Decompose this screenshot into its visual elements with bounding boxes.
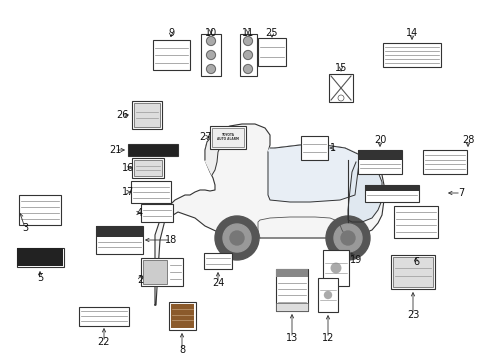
Text: 20: 20: [373, 135, 386, 145]
Text: 21: 21: [109, 145, 121, 155]
Text: 14: 14: [405, 28, 417, 38]
Polygon shape: [204, 127, 227, 175]
Bar: [258, 38, 285, 66]
Polygon shape: [267, 145, 359, 202]
Bar: [390, 255, 434, 289]
Bar: [141, 258, 183, 286]
Bar: [134, 160, 162, 176]
Bar: [168, 302, 195, 330]
Text: 15: 15: [334, 63, 346, 73]
Bar: [323, 250, 348, 286]
Circle shape: [243, 50, 252, 59]
Bar: [392, 257, 432, 287]
Bar: [203, 253, 231, 269]
Text: 25: 25: [265, 28, 278, 38]
Bar: [275, 269, 307, 276]
Bar: [328, 74, 352, 102]
Polygon shape: [155, 124, 383, 305]
Bar: [128, 144, 177, 156]
Circle shape: [229, 231, 244, 245]
Bar: [132, 158, 163, 178]
Text: 4: 4: [137, 208, 143, 218]
Circle shape: [206, 50, 215, 59]
Circle shape: [326, 259, 345, 277]
Text: 10: 10: [204, 28, 217, 38]
Circle shape: [325, 216, 369, 260]
Text: 11: 11: [242, 28, 254, 38]
Text: 16: 16: [122, 163, 134, 173]
Bar: [152, 40, 189, 70]
Text: 19: 19: [349, 255, 362, 265]
Bar: [209, 126, 245, 148]
Bar: [364, 184, 418, 202]
Circle shape: [215, 216, 259, 260]
Bar: [275, 303, 307, 311]
Bar: [134, 103, 160, 127]
Circle shape: [206, 36, 215, 45]
Bar: [239, 34, 256, 76]
Text: 13: 13: [285, 333, 298, 343]
Bar: [131, 181, 171, 203]
Circle shape: [223, 224, 250, 252]
Bar: [201, 34, 221, 76]
Text: TOYOTA
AUTO ALARM: TOYOTA AUTO ALARM: [217, 133, 239, 141]
Bar: [317, 278, 337, 312]
Circle shape: [243, 64, 252, 73]
Text: 26: 26: [116, 110, 128, 120]
Bar: [357, 150, 401, 159]
Bar: [212, 127, 244, 147]
Bar: [275, 269, 307, 311]
Bar: [170, 304, 193, 328]
Bar: [17, 248, 63, 266]
Text: 24: 24: [211, 278, 224, 288]
Circle shape: [243, 36, 252, 45]
Text: 1: 1: [329, 143, 335, 153]
Circle shape: [206, 64, 215, 73]
Text: 12: 12: [321, 333, 333, 343]
Text: 5: 5: [37, 273, 43, 283]
Circle shape: [323, 291, 331, 299]
Text: 28: 28: [461, 135, 473, 145]
Bar: [300, 136, 327, 160]
Circle shape: [320, 288, 334, 302]
Polygon shape: [347, 158, 381, 222]
Bar: [79, 306, 129, 325]
Bar: [141, 204, 173, 222]
Bar: [128, 144, 178, 156]
Bar: [19, 195, 61, 225]
Bar: [95, 226, 142, 237]
Text: 22: 22: [98, 337, 110, 347]
Bar: [364, 184, 418, 191]
Bar: [132, 101, 162, 129]
Circle shape: [333, 224, 361, 252]
Circle shape: [340, 231, 354, 245]
Text: 18: 18: [164, 235, 177, 245]
Bar: [382, 43, 440, 67]
Text: 8: 8: [179, 345, 184, 355]
Text: 17: 17: [122, 187, 134, 197]
Text: 27: 27: [199, 132, 212, 142]
Bar: [17, 248, 63, 266]
Bar: [393, 206, 437, 238]
Bar: [422, 150, 466, 174]
Bar: [142, 260, 167, 284]
Text: 2: 2: [137, 275, 143, 285]
Text: 7: 7: [457, 188, 463, 198]
Bar: [357, 150, 401, 174]
Bar: [95, 226, 142, 254]
Text: 6: 6: [412, 257, 418, 267]
Text: 3: 3: [22, 223, 28, 233]
Circle shape: [330, 262, 341, 274]
Text: 23: 23: [406, 310, 418, 320]
Text: 9: 9: [167, 28, 174, 38]
